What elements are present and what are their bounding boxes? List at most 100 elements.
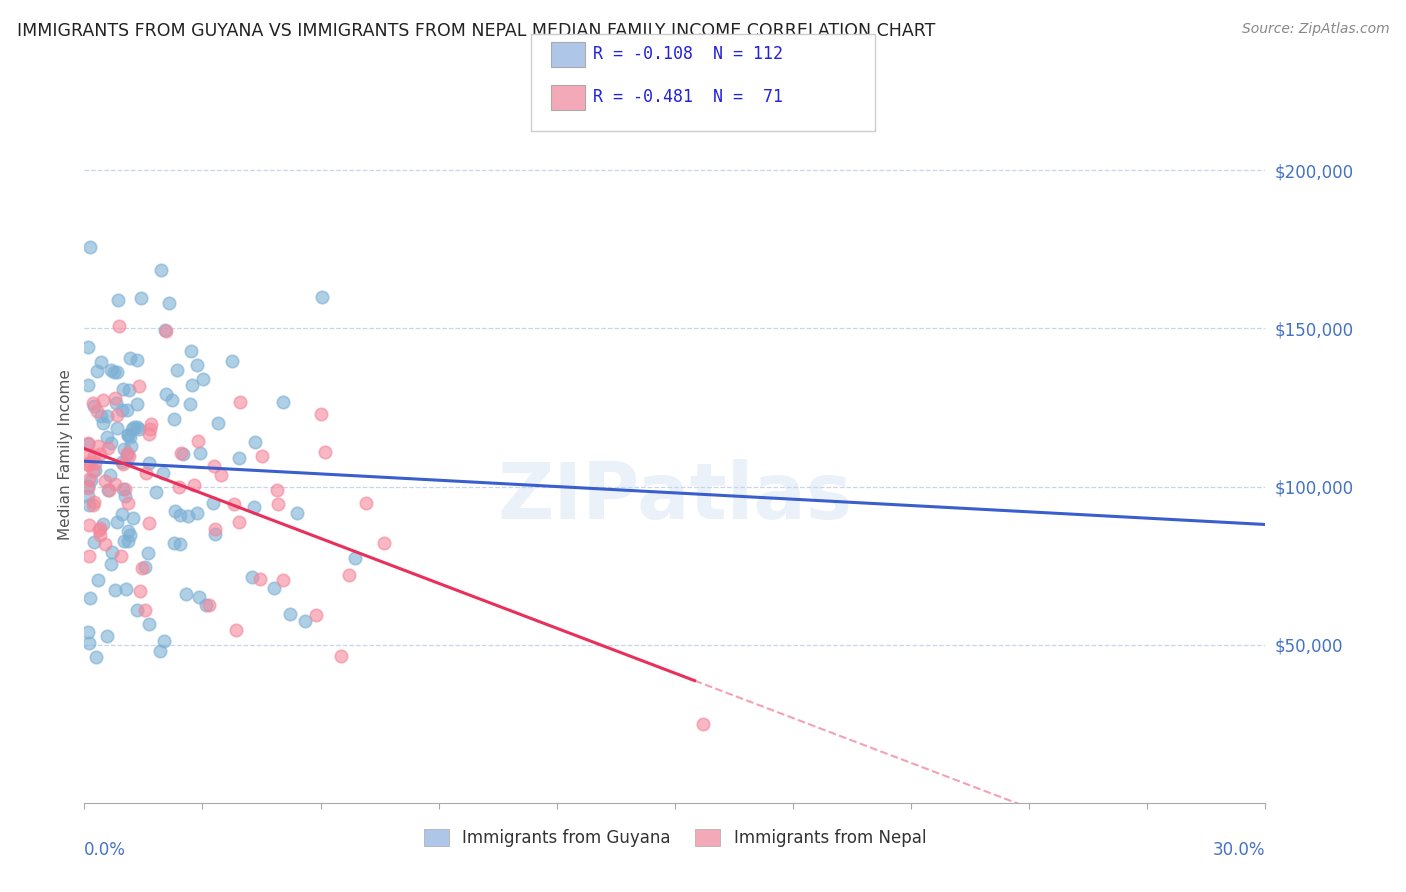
Point — [134, 603, 156, 617]
Point — [186, 506, 208, 520]
Point — [278, 607, 301, 622]
Point — [104, 477, 127, 491]
Text: 0.0%: 0.0% — [84, 841, 127, 859]
Point — [98, 468, 121, 483]
Point — [77, 498, 100, 512]
Point — [110, 549, 132, 563]
Point — [186, 358, 208, 372]
Point — [114, 482, 136, 496]
Point — [111, 457, 134, 471]
Point — [177, 509, 200, 524]
Point — [77, 472, 100, 486]
Point — [172, 447, 194, 461]
Point — [152, 466, 174, 480]
Point — [122, 419, 145, 434]
Point — [125, 396, 148, 410]
Point — [138, 456, 160, 470]
Point — [114, 489, 136, 503]
Point — [373, 536, 395, 550]
Point — [87, 573, 110, 587]
Point — [89, 523, 111, 537]
Point — [163, 535, 186, 549]
Point — [80, 473, 103, 487]
Point — [121, 422, 143, 436]
Point — [82, 464, 104, 478]
Point — [125, 420, 148, 434]
Point — [115, 582, 138, 597]
Text: Source: ZipAtlas.com: Source: ZipAtlas.com — [1241, 22, 1389, 37]
Point — [77, 517, 100, 532]
Y-axis label: Median Family Income: Median Family Income — [58, 369, 73, 541]
Point — [77, 458, 100, 473]
Point — [128, 379, 150, 393]
Point — [138, 427, 160, 442]
Point — [82, 498, 104, 512]
Point — [139, 422, 162, 436]
Point — [128, 422, 150, 436]
Point — [118, 449, 141, 463]
Point — [187, 591, 209, 605]
Point — [90, 355, 112, 369]
Point — [204, 527, 226, 541]
Point — [183, 478, 205, 492]
Text: IMMIGRANTS FROM GUYANA VS IMMIGRANTS FROM NEPAL MEDIAN FAMILY INCOME CORRELATION: IMMIGRANTS FROM GUYANA VS IMMIGRANTS FRO… — [17, 22, 935, 40]
Point — [83, 449, 105, 463]
Point — [191, 371, 214, 385]
Point — [311, 291, 333, 305]
Point — [167, 480, 190, 494]
Point — [131, 561, 153, 575]
Point — [117, 428, 139, 442]
Point — [83, 494, 105, 508]
Point — [91, 516, 114, 531]
Point — [271, 395, 294, 409]
Point — [107, 293, 129, 307]
Point — [111, 507, 134, 521]
Point — [229, 395, 252, 409]
Point — [105, 515, 128, 529]
Point — [79, 240, 101, 254]
Point — [96, 409, 118, 424]
Point — [243, 500, 266, 515]
Point — [149, 262, 172, 277]
Point — [117, 524, 139, 538]
Point — [97, 441, 120, 455]
Point — [89, 527, 111, 541]
Point — [89, 447, 111, 461]
Point — [314, 445, 336, 459]
Point — [207, 416, 229, 430]
Point — [243, 434, 266, 449]
Point — [153, 323, 176, 337]
Point — [225, 623, 247, 637]
Point — [692, 716, 714, 731]
Point — [188, 445, 211, 459]
Point — [97, 483, 120, 497]
Legend: Immigrants from Guyana, Immigrants from Nepal: Immigrants from Guyana, Immigrants from … — [418, 822, 932, 854]
Point — [155, 386, 177, 401]
Point — [174, 587, 197, 601]
Point — [138, 516, 160, 530]
Point — [83, 535, 105, 549]
Point — [111, 403, 134, 417]
Point — [89, 521, 111, 535]
Point — [90, 409, 112, 423]
Point — [169, 537, 191, 551]
Point — [96, 429, 118, 443]
Point — [198, 598, 221, 612]
Point — [311, 407, 333, 421]
Point — [120, 528, 142, 542]
Point — [267, 497, 290, 511]
Point — [202, 495, 225, 509]
Point — [105, 365, 128, 379]
Point — [180, 344, 202, 359]
Point — [84, 649, 107, 664]
Point — [83, 400, 105, 414]
Point — [104, 395, 127, 409]
Point — [112, 534, 135, 549]
Point — [108, 319, 131, 334]
Point — [266, 483, 288, 498]
Point — [153, 634, 176, 648]
Point — [86, 364, 108, 378]
Point — [112, 442, 135, 457]
Point — [105, 420, 128, 434]
Point — [77, 447, 100, 461]
